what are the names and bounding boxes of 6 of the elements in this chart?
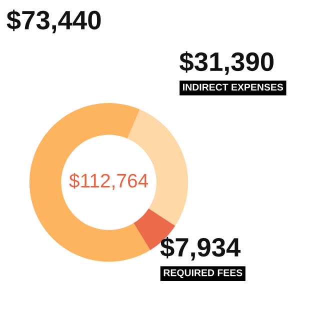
data-label: $73,440 bbox=[6, 10, 101, 34]
data-label: $7,934 bbox=[160, 236, 241, 261]
data-label: $31,390 bbox=[180, 51, 274, 75]
slice-label: INDIRECT EXPENSES bbox=[183, 84, 284, 91]
slice-label: REQUIRED FEES bbox=[164, 269, 242, 278]
text: $112,764 bbox=[69, 173, 148, 190]
